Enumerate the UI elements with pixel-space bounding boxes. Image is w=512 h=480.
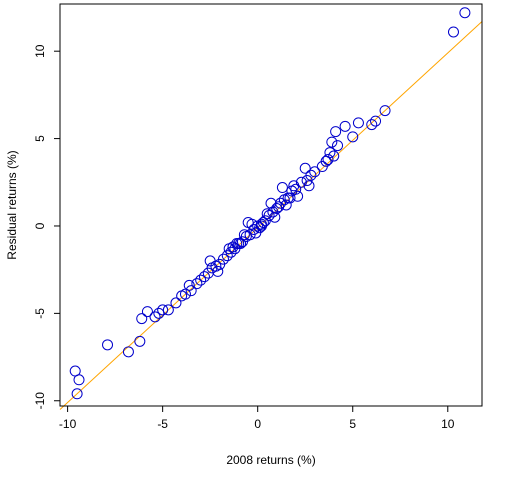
fit-line-layer: [59, 21, 483, 410]
data-point: [301, 175, 313, 187]
data-point: [339, 120, 351, 132]
y-tick-label: 10: [33, 44, 47, 58]
data-point: [162, 304, 174, 316]
data-point: [102, 339, 114, 351]
plot-frame: [59, 3, 483, 407]
x-axis-title: 2008 returns (%): [226, 453, 315, 467]
y-tick-label: -10: [33, 392, 47, 410]
data-point: [183, 279, 195, 291]
data-point: [73, 374, 85, 386]
data-point: [191, 278, 203, 290]
data-point: [328, 150, 340, 162]
data-point: [195, 274, 207, 286]
data-point: [295, 176, 307, 188]
data-point: [141, 306, 153, 318]
data-point: [176, 290, 188, 302]
x-tick-label: 5: [349, 417, 356, 431]
x-tick-label: -5: [157, 417, 168, 431]
data-point: [288, 180, 300, 192]
data-point: [303, 180, 315, 192]
data-point: [136, 313, 148, 325]
data-point: [134, 335, 146, 347]
x-tick-label: -10: [59, 417, 77, 431]
data-point: [269, 211, 281, 223]
data-point: [316, 161, 328, 173]
data-point: [370, 115, 382, 127]
data-point: [170, 297, 182, 309]
data-point: [299, 162, 311, 174]
data-point: [276, 182, 288, 194]
x-tick-label: 10: [441, 417, 455, 431]
y-axis-title: Residual returns (%): [5, 150, 19, 259]
data-point: [250, 227, 262, 239]
data-point: [309, 166, 321, 178]
data-point: [204, 255, 216, 267]
y-axis: -10 -5 0 5 10: [33, 44, 60, 409]
data-point: [157, 304, 169, 316]
data-point: [278, 194, 290, 206]
data-point: [255, 220, 267, 232]
data-point: [280, 199, 292, 211]
y-tick-label: -5: [33, 308, 47, 319]
data-point: [71, 388, 83, 400]
data-point: [149, 311, 161, 323]
data-point: [231, 237, 243, 249]
data-point: [352, 117, 364, 129]
data-point: [221, 250, 233, 262]
y-tick-label: 5: [33, 135, 47, 142]
x-tick-label: 0: [254, 417, 261, 431]
y-tick-label: 0: [33, 222, 47, 229]
data-point: [212, 265, 224, 277]
data-point: [332, 140, 344, 152]
data-point: [459, 7, 471, 19]
data-point: [242, 216, 254, 228]
data-point: [153, 307, 165, 319]
data-point: [267, 206, 279, 218]
data-point: [347, 131, 359, 143]
points-layer: [69, 7, 471, 400]
data-point: [122, 346, 134, 358]
data-point: [379, 105, 391, 117]
data-point: [235, 237, 247, 249]
data-point: [252, 220, 264, 232]
data-point: [265, 197, 277, 209]
data-point: [322, 154, 334, 166]
data-point: [326, 136, 338, 148]
data-point: [284, 192, 296, 204]
data-point: [185, 285, 197, 297]
x-axis: -10 -5 0 5 10: [59, 406, 455, 431]
data-point: [330, 126, 342, 138]
data-point: [366, 119, 378, 131]
data-point: [227, 241, 239, 253]
data-point: [198, 271, 210, 283]
fit-line: [59, 21, 483, 410]
data-point: [447, 26, 459, 38]
